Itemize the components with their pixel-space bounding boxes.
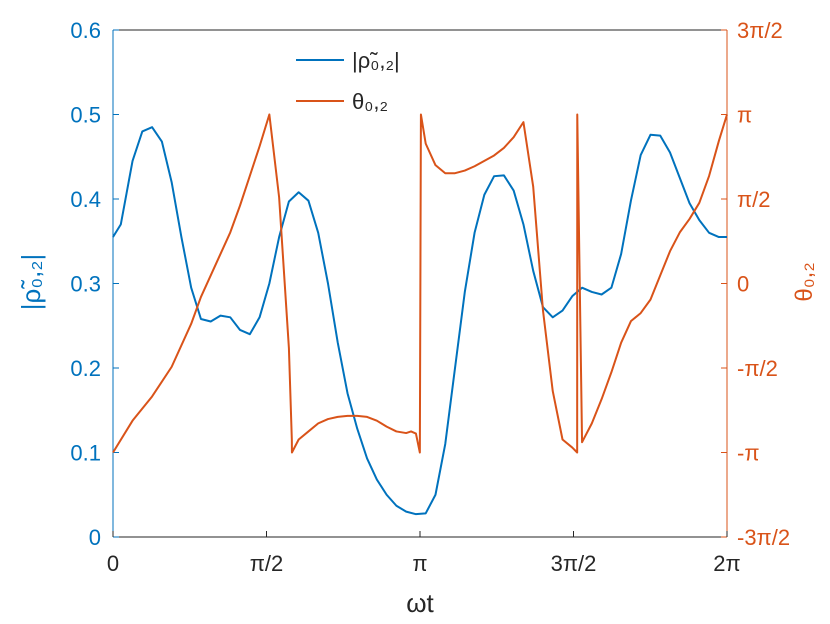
x-axis-ticks: 0 π/2 π 3π/2 2π [107, 531, 741, 576]
right-tick-label-0: -3π/2 [737, 525, 790, 550]
left-tick-label-5: 0.5 [70, 103, 101, 128]
right-tick-label-4: π/2 [737, 187, 771, 212]
x-tick-label-2: π [412, 551, 427, 576]
legend: |ρ̃₀,₂| θ₀,₂ [296, 48, 400, 114]
left-tick-label-3: 0.3 [70, 272, 101, 297]
series-line-1 [112, 113, 728, 454]
legend-label-rho: |ρ̃₀,₂| [352, 48, 400, 73]
left-axis-ticks: 0 0.1 0.2 0.3 0.4 0.5 0.6 [70, 18, 119, 550]
legend-label-theta: θ₀,₂ [352, 89, 388, 114]
x-axis-label: ωt [406, 588, 434, 618]
x-tick-label-3: 3π/2 [551, 551, 597, 576]
right-axis-ticks: -3π/2 -π -π/2 0 π/2 π 3π/2 [721, 18, 790, 550]
x-tick-label-4: 2π [713, 551, 740, 576]
left-tick-label-6: 0.6 [70, 18, 101, 43]
left-axis-label: |ρ̃₀,₂| [16, 254, 46, 310]
series-layer [112, 113, 728, 516]
x-tick-label-1: π/2 [250, 551, 284, 576]
right-tick-label-3: 0 [737, 272, 749, 297]
series-line-0 [112, 126, 727, 516]
left-tick-label-0: 0 [89, 525, 101, 550]
left-tick-label-2: 0.2 [70, 356, 101, 381]
x-tick-label-0: 0 [107, 551, 119, 576]
right-tick-label-5: π [737, 103, 752, 128]
right-tick-label-1: -π [737, 441, 760, 466]
left-tick-label-4: 0.4 [70, 187, 101, 212]
right-tick-label-6: 3π/2 [737, 18, 783, 43]
right-tick-label-2: -π/2 [737, 356, 778, 381]
right-axis-label: θ₀,₂ [791, 262, 818, 301]
left-tick-label-1: 0.1 [70, 441, 101, 466]
